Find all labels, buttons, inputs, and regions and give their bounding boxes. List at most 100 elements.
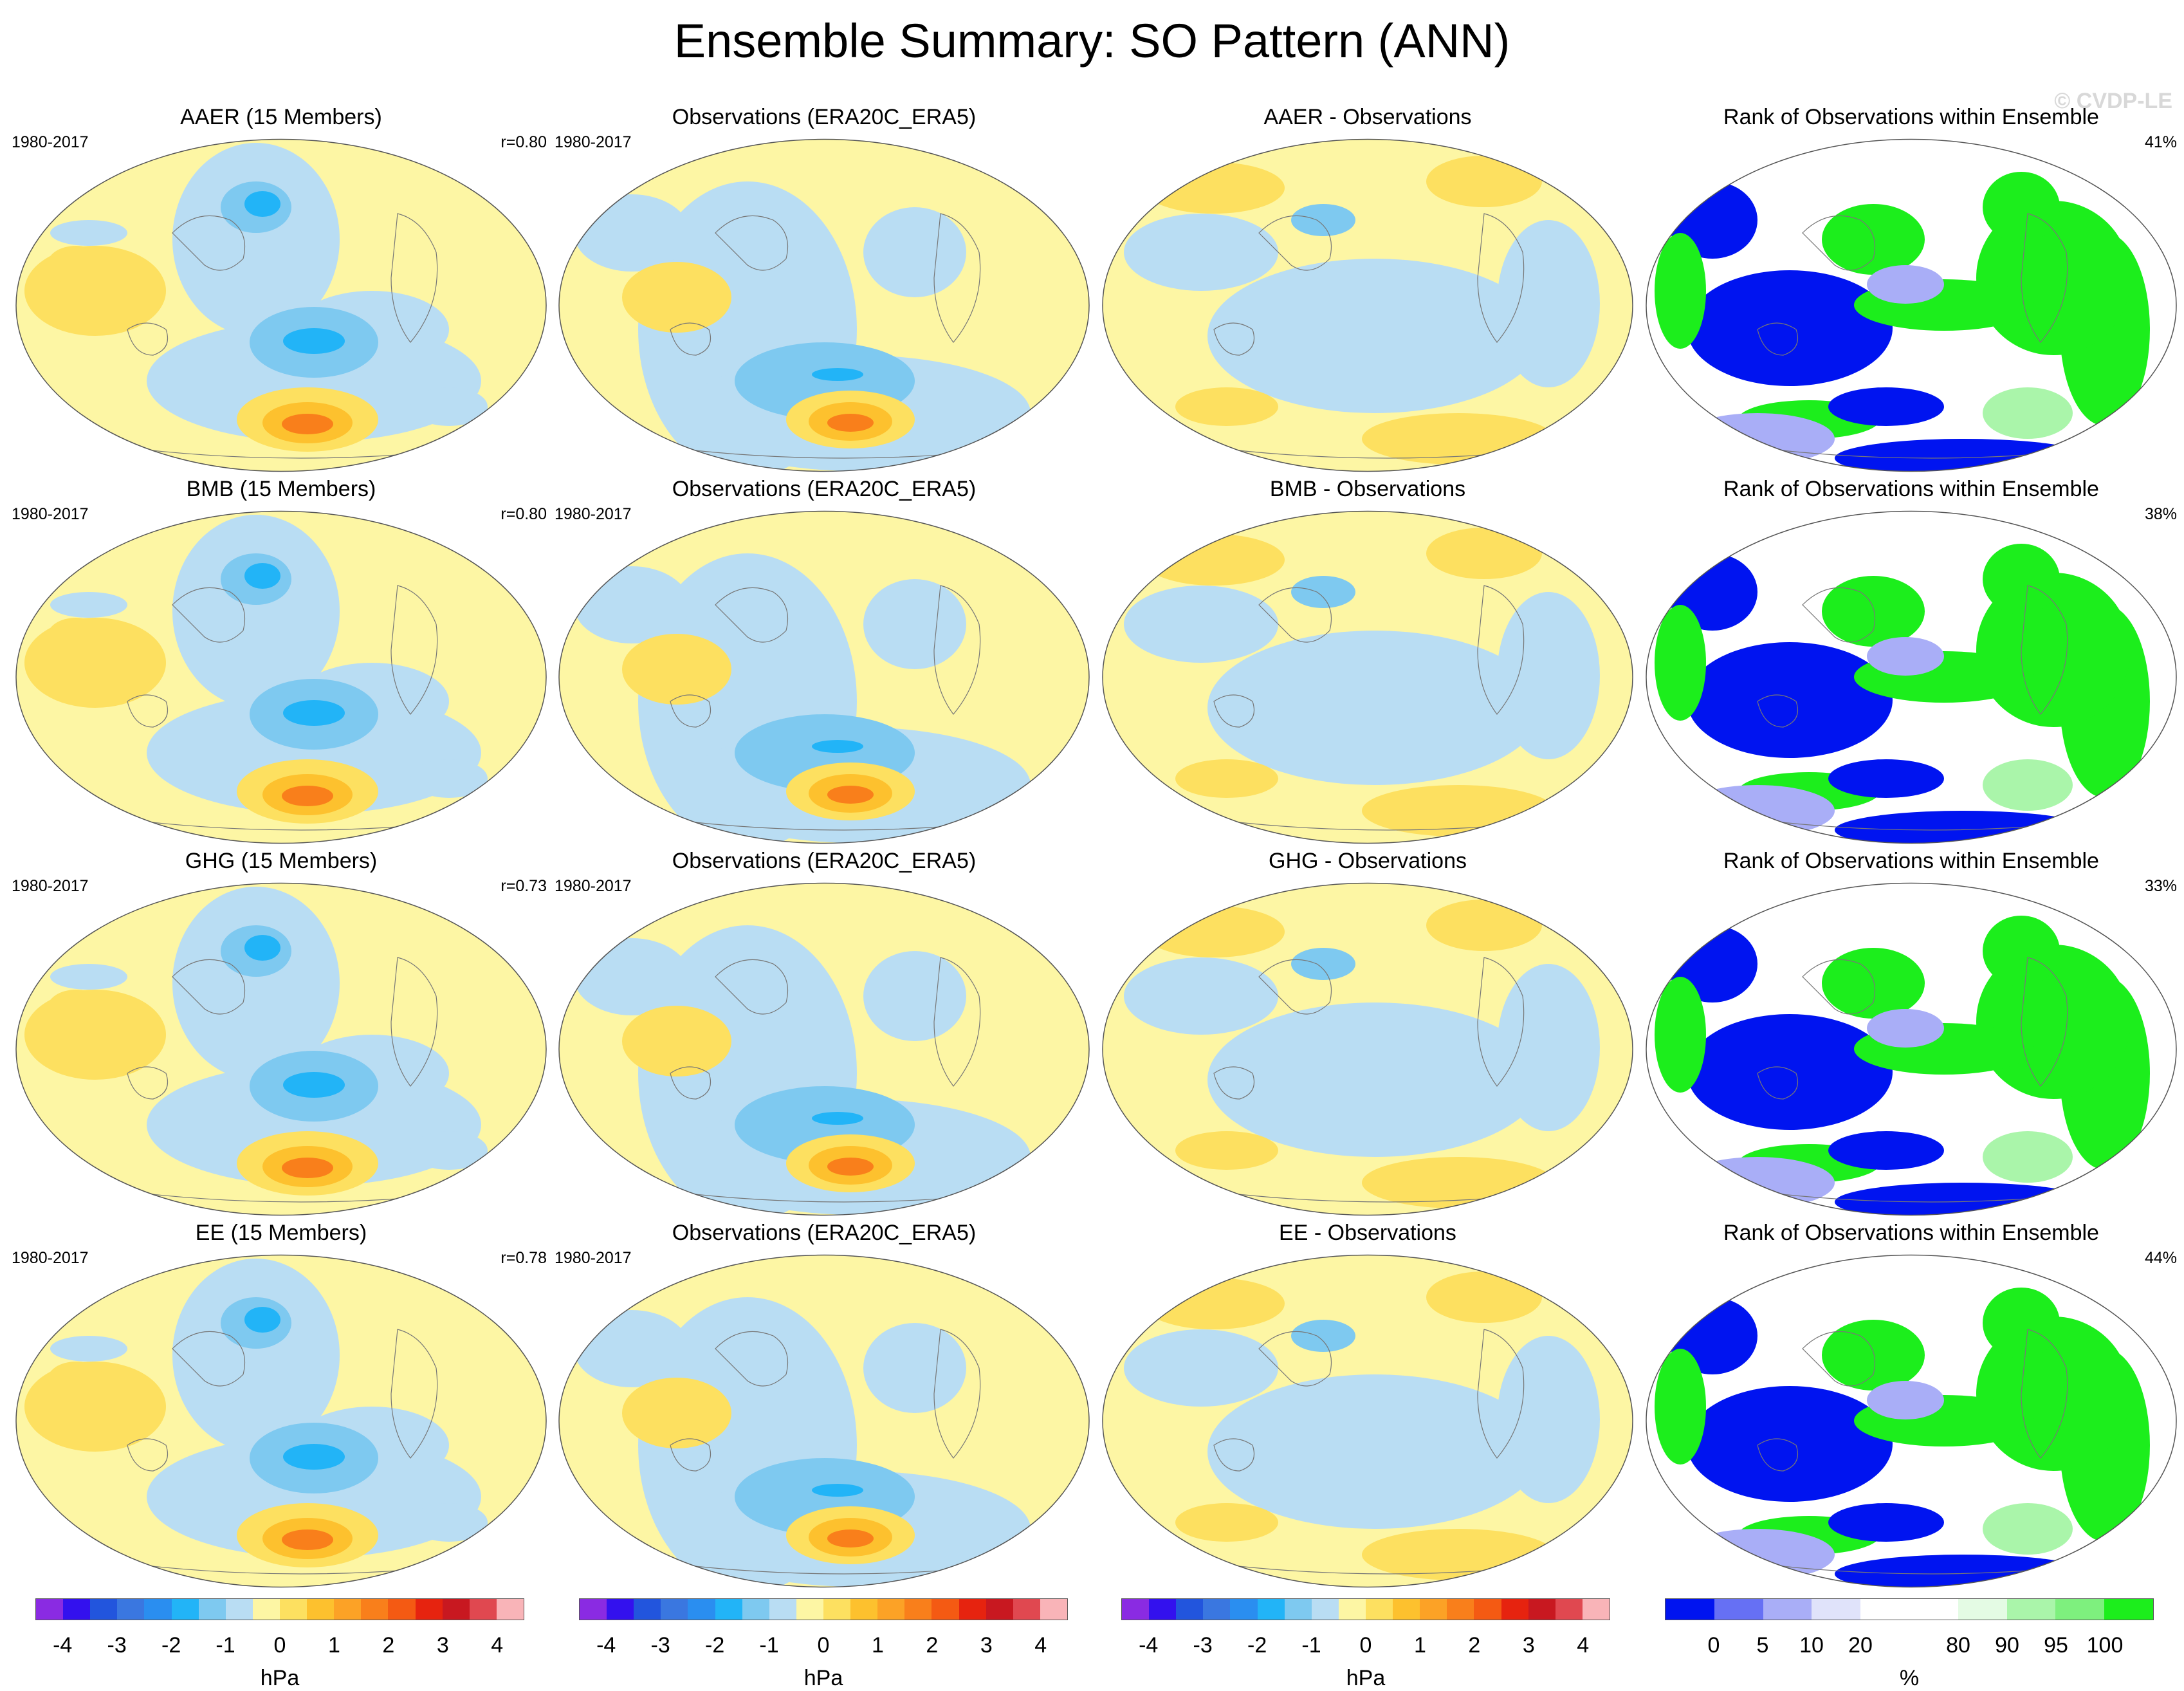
period-label: 1980-2017 xyxy=(12,1249,89,1267)
panel-model-row3: GHG (15 Members) 1980-2017 r=0.73 xyxy=(12,848,551,1220)
colorbar-cell xyxy=(742,1599,769,1620)
colorbar-cell xyxy=(1582,1599,1610,1620)
colorbar-cell xyxy=(63,1599,91,1620)
colorbar-tick: -1 xyxy=(216,1633,235,1658)
colorbar-tick: -3 xyxy=(650,1633,670,1658)
colorbar-tick: 3 xyxy=(1522,1633,1535,1658)
rank-percent: 41% xyxy=(2144,133,2177,151)
panel-diff-row2: BMB - Observations xyxy=(1098,476,1637,848)
colorbar-label: % xyxy=(1899,1666,1920,1690)
panel-title: Observations (ERA20C_ERA5) xyxy=(672,849,977,873)
colorbar-tick: -2 xyxy=(161,1633,181,1658)
colorbar-tick: -2 xyxy=(704,1633,725,1658)
colorbar-hpa-3: -4 -3 -2 -1 0 1 2 3 4 hPa xyxy=(1121,1598,1610,1690)
map-diff xyxy=(1102,510,1633,844)
colorbar-tick: 0 xyxy=(817,1633,830,1658)
map-rank xyxy=(1646,882,2177,1216)
colorbar-cell xyxy=(877,1599,905,1620)
panel-obs-row3: Observations (ERA20C_ERA5) 1980-2017 xyxy=(555,848,1094,1220)
colorbar-cell xyxy=(198,1599,226,1620)
colorbar-cell xyxy=(1812,1599,1861,1620)
panel-title: EE (15 Members) xyxy=(195,1221,367,1245)
panel-title: BMB (15 Members) xyxy=(186,477,376,501)
colorbar-cell xyxy=(1555,1599,1583,1620)
colorbar-label: hPa xyxy=(260,1666,300,1690)
panel-title: BMB - Observations xyxy=(1269,477,1466,501)
panel-title: GHG (15 Members) xyxy=(185,849,378,873)
colorbar-cell xyxy=(850,1599,878,1620)
panel-title: Observations (ERA20C_ERA5) xyxy=(672,477,977,501)
colorbar-cell xyxy=(1501,1599,1528,1620)
map-rank xyxy=(1646,1254,2177,1588)
panel-rank-row3: Rank of Observations within Ensemble 33% xyxy=(1642,848,2181,1220)
colorbar-cell xyxy=(1040,1599,1067,1620)
rank-percent: 33% xyxy=(2144,877,2177,895)
period-label: 1980-2017 xyxy=(555,133,632,151)
panel-model-row2: BMB (15 Members) 1980-2017 r=0.80 xyxy=(12,476,551,848)
panel-title: Observations (ERA20C_ERA5) xyxy=(672,1221,977,1245)
period-label: 1980-2017 xyxy=(12,505,89,523)
colorbar-cell xyxy=(796,1599,823,1620)
colorbar-cell xyxy=(715,1599,742,1620)
colorbar-cell xyxy=(2055,1599,2105,1620)
panel-title: Rank of Observations within Ensemble xyxy=(1723,849,2099,873)
colorbar-tick: -3 xyxy=(107,1633,127,1658)
map-model xyxy=(15,882,547,1216)
map-diff xyxy=(1102,882,1633,1216)
panel-title: Rank of Observations within Ensemble xyxy=(1723,477,2099,501)
colorbar-tick: -1 xyxy=(1301,1633,1321,1658)
panel-obs-row2: Observations (ERA20C_ERA5) 1980-2017 xyxy=(555,476,1094,848)
panel-title: GHG - Observations xyxy=(1269,849,1467,873)
correlation-label: r=0.73 xyxy=(500,877,547,895)
colorbar-tick: 90 xyxy=(1995,1633,2019,1658)
map-model xyxy=(15,1254,547,1588)
colorbar-label: hPa xyxy=(1346,1666,1386,1690)
colorbar-cell xyxy=(144,1599,172,1620)
colorbar-tick: 4 xyxy=(491,1633,504,1658)
colorbar-hpa-2: -4 -3 -2 -1 0 1 2 3 4 hPa xyxy=(579,1598,1068,1690)
colorbar-cell xyxy=(1284,1599,1312,1620)
map-obs xyxy=(558,138,1090,472)
colorbar-cell xyxy=(1149,1599,1177,1620)
colorbar-cell xyxy=(2104,1599,2153,1620)
period-label: 1980-2017 xyxy=(555,505,632,523)
colorbar-cell xyxy=(442,1599,470,1620)
colorbar-tick: 10 xyxy=(1799,1633,1824,1658)
panel-diff-row1: AAER - Observations xyxy=(1098,104,1637,476)
figure-title: Ensemble Summary: SO Pattern (ANN) xyxy=(674,14,1510,68)
colorbar-cell xyxy=(307,1599,335,1620)
colorbar-tick: -3 xyxy=(1193,1633,1213,1658)
map-obs xyxy=(558,1254,1090,1588)
watermark: © CVDP-LE xyxy=(2054,89,2172,113)
colorbar-cell xyxy=(1474,1599,1501,1620)
colorbar-cell xyxy=(1958,1599,2007,1620)
colorbar-cell xyxy=(1763,1599,1812,1620)
map-diff xyxy=(1102,138,1633,472)
period-label: 1980-2017 xyxy=(12,133,89,151)
colorbar-tick: -1 xyxy=(759,1633,779,1658)
panel-title: EE - Observations xyxy=(1279,1221,1456,1245)
rank-percent: 44% xyxy=(2144,1249,2177,1267)
colorbar-cell xyxy=(225,1599,253,1620)
map-rank xyxy=(1646,510,2177,844)
colorbar-tick: -4 xyxy=(1139,1633,1159,1658)
colorbar-cell xyxy=(334,1599,362,1620)
colorbar-tick: 4 xyxy=(1577,1633,1590,1658)
colorbar-tick: 1 xyxy=(871,1633,884,1658)
colorbar-tick: 3 xyxy=(980,1633,993,1658)
colorbar-tick: 95 xyxy=(2044,1633,2068,1658)
colorbar-cell xyxy=(931,1599,959,1620)
colorbar-cell xyxy=(688,1599,715,1620)
colorbar-cell xyxy=(607,1599,634,1620)
panel-title: AAER - Observations xyxy=(1263,105,1472,129)
colorbar-cell xyxy=(36,1599,64,1620)
colorbar-tick: 0 xyxy=(1359,1633,1372,1658)
correlation-label: r=0.80 xyxy=(500,505,547,523)
colorbar-cell xyxy=(823,1599,851,1620)
colorbar-tick: 2 xyxy=(1468,1633,1481,1658)
panel-obs-row4: Observations (ERA20C_ERA5) 1980-2017 xyxy=(555,1220,1094,1592)
colorbar-tick: 20 xyxy=(1848,1633,1873,1658)
panel-rank-row4: Rank of Observations within Ensemble 44% xyxy=(1642,1220,2181,1592)
colorbar-hpa-1: -4 -3 -2 -1 0 1 2 3 4 hPa xyxy=(35,1598,524,1690)
map-model xyxy=(15,510,547,844)
